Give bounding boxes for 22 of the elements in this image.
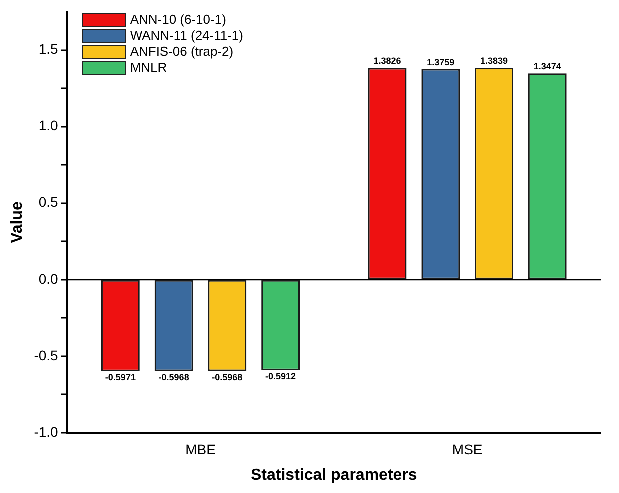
legend-label: ANFIS-06 (trap-2) [130,44,234,60]
y-tick-label: 0.0 [38,270,59,287]
x-tick-label: MBE [186,441,216,458]
x-axis-title: Statistical parameters [251,466,418,484]
legend-label: MNLR [130,60,168,76]
data-label: 1.3839 [480,56,508,66]
y-tick-label: 1.0 [38,118,59,134]
data-label: -0.5912 [266,371,296,382]
x-tick-label: MSE [452,441,483,458]
data-label: -0.5971 [105,372,136,382]
data-label: 1.3826 [374,56,402,66]
legend-label: WANN-11 (24-11-1) [130,28,244,44]
y-tick-label: 1.5 [38,41,59,58]
y-tick-label: 0.5 [38,194,59,210]
legend-label: ANN-10 (6-10-1) [130,12,226,28]
data-label: -0.5968 [158,372,190,382]
y-tick-label: -0.5 [34,347,59,364]
y-tick-label: -1.0 [34,424,59,440]
y-axis-title: Value [9,202,26,244]
data-label: 1.3759 [427,57,455,68]
data-label: -0.5968 [212,372,243,382]
data-label: 1.3474 [534,62,562,72]
